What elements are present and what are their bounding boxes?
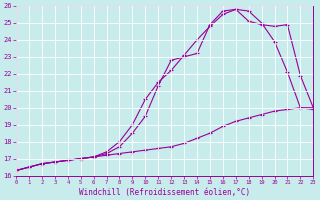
X-axis label: Windchill (Refroidissement éolien,°C): Windchill (Refroidissement éolien,°C) xyxy=(79,188,250,197)
